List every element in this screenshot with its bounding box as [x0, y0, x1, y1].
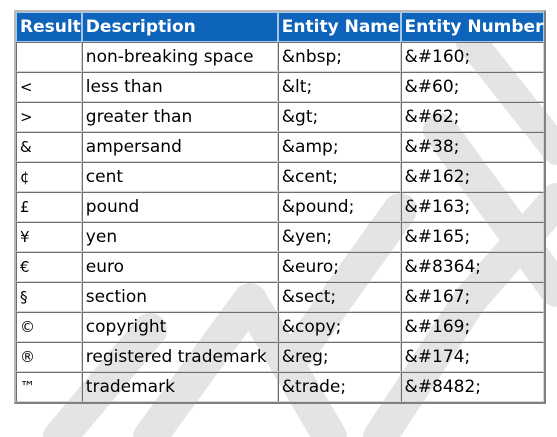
entity-name-cell: &copy; — [277, 312, 401, 342]
result-cell: ¥ — [16, 222, 82, 252]
result-cell: © — [16, 312, 82, 342]
description-cell: copyright — [81, 312, 278, 342]
result-cell: £ — [16, 192, 82, 222]
entity-name-cell: &trade; — [277, 372, 401, 402]
table-row: © copyright &copy; &#169; — [16, 312, 545, 342]
entity-name-cell: &gt; — [277, 102, 401, 132]
entity-number-cell: &#8364; — [400, 252, 545, 282]
entity-table-container: Result Description Entity Name Entity Nu… — [14, 10, 547, 404]
entity-number-cell: &#62; — [400, 102, 545, 132]
description-cell: greater than — [81, 102, 278, 132]
table-row: £ pound &pound; &#163; — [16, 192, 545, 222]
entity-number-cell: &#8482; — [400, 372, 545, 402]
description-cell: yen — [81, 222, 278, 252]
header-entity-number: Entity Number — [400, 12, 545, 42]
entity-table: Result Description Entity Name Entity Nu… — [14, 10, 547, 404]
result-cell: ™ — [16, 372, 82, 402]
table-row: & ampersand &amp; &#38; — [16, 132, 545, 162]
header-result: Result — [16, 12, 82, 42]
result-cell: ® — [16, 342, 82, 372]
entity-number-cell: &#60; — [400, 72, 545, 102]
entity-name-cell: &lt; — [277, 72, 401, 102]
description-cell: euro — [81, 252, 278, 282]
entity-number-cell: &#163; — [400, 192, 545, 222]
entity-number-cell: &#38; — [400, 132, 545, 162]
description-cell: cent — [81, 162, 278, 192]
entity-number-cell: &#174; — [400, 342, 545, 372]
result-cell: ¢ — [16, 162, 82, 192]
header-description: Description — [81, 12, 278, 42]
table-row: § section &sect; &#167; — [16, 282, 545, 312]
entity-name-cell: &cent; — [277, 162, 401, 192]
table-body: non-breaking space &nbsp; &#160; < less than… — [16, 42, 545, 402]
entity-name-cell: &nbsp; — [277, 42, 401, 72]
description-cell: non-breaking space — [81, 42, 278, 72]
table-row: < less than &lt; &#60; — [16, 72, 545, 102]
description-cell: trademark — [81, 372, 278, 402]
header-entity-name: Entity Name — [277, 12, 401, 42]
description-cell: pound — [81, 192, 278, 222]
table-row: > greater than &gt; &#62; — [16, 102, 545, 132]
result-cell: > — [16, 102, 82, 132]
description-cell: ampersand — [81, 132, 278, 162]
table-row: € euro &euro; &#8364; — [16, 252, 545, 282]
description-cell: less than — [81, 72, 278, 102]
result-cell: < — [16, 72, 82, 102]
entity-name-cell: &sect; — [277, 282, 401, 312]
entity-number-cell: &#167; — [400, 282, 545, 312]
table-row: non-breaking space &nbsp; &#160; — [16, 42, 545, 72]
table-row: ® registered trademark &reg; &#174; — [16, 342, 545, 372]
entity-name-cell: &pound; — [277, 192, 401, 222]
entity-name-cell: &yen; — [277, 222, 401, 252]
entity-name-cell: &amp; — [277, 132, 401, 162]
entity-number-cell: &#165; — [400, 222, 545, 252]
description-cell: section — [81, 282, 278, 312]
header-row: Result Description Entity Name Entity Nu… — [16, 12, 545, 42]
table-row: ¥ yen &yen; &#165; — [16, 222, 545, 252]
table-row: ¢ cent &cent; &#162; — [16, 162, 545, 192]
result-cell: & — [16, 132, 82, 162]
entity-number-cell: &#160; — [400, 42, 545, 72]
entity-number-cell: &#169; — [400, 312, 545, 342]
table-row: ™ trademark &trade; &#8482; — [16, 372, 545, 402]
description-cell: registered trademark — [81, 342, 278, 372]
result-cell: § — [16, 282, 82, 312]
entity-number-cell: &#162; — [400, 162, 545, 192]
entity-name-cell: &euro; — [277, 252, 401, 282]
entity-name-cell: &reg; — [277, 342, 401, 372]
result-cell — [16, 42, 82, 72]
result-cell: € — [16, 252, 82, 282]
